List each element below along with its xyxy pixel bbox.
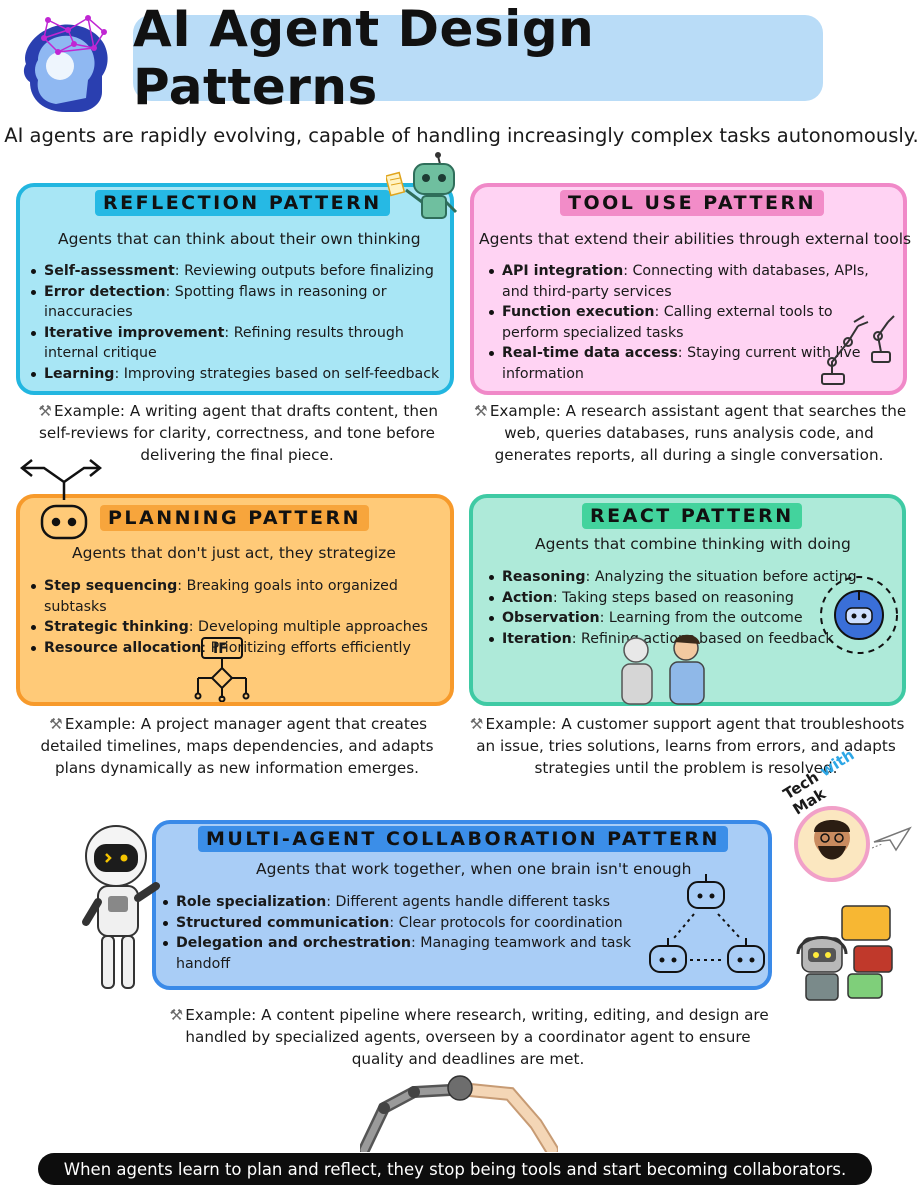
support-robot-icon: [796, 905, 893, 1001]
tool-use-tagline: Agents that extend their abilities throu…: [479, 230, 912, 248]
hammer-wrench-icon: ⚒: [49, 715, 63, 733]
reflection-card: [16, 183, 454, 395]
react-tagline: Agents that combine thinking with doing: [535, 535, 851, 553]
title-banner: AI Agent Design Patterns: [133, 0, 823, 116]
tool-use-label: TOOL USE PATTERN: [560, 190, 824, 216]
multi-agent-label: MULTI-AGENT COLLABORATION PATTERN: [198, 826, 728, 852]
agent-network-icon: [649, 874, 765, 973]
list-item: Delegation and orchestration: Managing t…: [162, 933, 642, 974]
page-subtitle: AI agents are rapidly evolving, capable …: [4, 124, 919, 147]
planning-bullets: Step sequencing: Breaking goals into org…: [30, 576, 440, 658]
if-label: IF: [213, 641, 228, 657]
hammer-wrench-icon: ⚒: [469, 715, 484, 733]
list-item: Iterative improvement: Refining results …: [30, 323, 440, 364]
list-item: Resource allocation: Prioritizing effort…: [30, 638, 440, 659]
list-item: Error detection: Spotting flaws in reaso…: [30, 282, 440, 323]
list-item: Reasoning: Analyzing the situation befor…: [488, 567, 878, 588]
hammer-wrench-icon: ⚒: [169, 1006, 184, 1024]
paper-plane-icon: [872, 826, 912, 852]
list-item: Real-time data access: Staying current w…: [488, 343, 888, 384]
list-item: Function execution: Calling external too…: [488, 302, 888, 343]
tool-use-example: ⚒ Example: A research assistant agent tha…: [468, 400, 910, 466]
footer-text: When agents learn to plan and reflect, t…: [63, 1159, 847, 1179]
multi-agent-tagline: Agents that work together, when one brai…: [256, 860, 692, 878]
planning-card: [16, 494, 454, 706]
astronaut-robot-icon: [82, 825, 160, 989]
human-robot-icon: [621, 634, 705, 705]
footer-banner: When agents learn to plan and reflect, t…: [38, 1153, 872, 1185]
list-item: Self-assessment: Reviewing outputs befor…: [30, 261, 440, 282]
multi-agent-example: ⚒ Example: A content pipeline where resea…: [158, 1004, 778, 1070]
brand-badge: Tech with Mak: [780, 746, 880, 888]
tool-use-bullets: API integration: Connecting with databas…: [488, 261, 888, 384]
list-item: Role specialization: Different agents ha…: [162, 892, 642, 913]
list-item: Observation: Learning from the outcome: [488, 608, 878, 629]
robot-icon: [386, 152, 458, 219]
react-example: ⚒ Example: A customer support agent that …: [464, 713, 908, 779]
planning-tagline: Agents that don't just act, they strateg…: [72, 544, 396, 562]
reflection-example: ⚒ Example: A writing agent that drafts co…: [18, 400, 456, 466]
page-title: AI Agent Design Patterns: [133, 0, 595, 116]
gear-robot-icon: [820, 576, 898, 654]
list-item: Learning: Improving strategies based on …: [30, 364, 440, 385]
robot-direction-icon: [19, 459, 103, 540]
reflection-tagline: Agents that can think about their own th…: [58, 230, 421, 248]
list-item: API integration: Connecting with databas…: [488, 261, 888, 302]
multi-agent-bullets: Role specialization: Different agents ha…: [162, 892, 642, 974]
hammer-wrench-icon: ⚒: [38, 402, 52, 420]
ai-head-icon: [23, 15, 108, 112]
hammer-wrench-icon: ⚒: [474, 402, 488, 420]
list-item: Structured communication: Clear protocol…: [162, 913, 642, 934]
list-item: Strategic thinking: Developing multiple …: [30, 617, 440, 638]
reflection-label: REFLECTION PATTERN: [95, 190, 390, 216]
planning-example: ⚒ Example: A project manager agent that c…: [40, 715, 434, 777]
react-bullets: Reasoning: Analyzing the situation befor…: [488, 567, 878, 649]
planning-label: PLANNING PATTERN: [100, 505, 369, 531]
robot-human-handshake-icon: [360, 1075, 558, 1152]
list-item: Action: Taking steps based on reasoning: [488, 588, 878, 609]
robotic-arm-icon: [821, 315, 895, 385]
reflection-bullets: Self-assessment: Reviewing outputs befor…: [30, 261, 440, 384]
avatar: [794, 806, 870, 882]
react-label: REACT PATTERN: [582, 503, 802, 529]
flowchart-icon: [194, 637, 250, 702]
list-item: Step sequencing: Breaking goals into org…: [30, 576, 440, 617]
